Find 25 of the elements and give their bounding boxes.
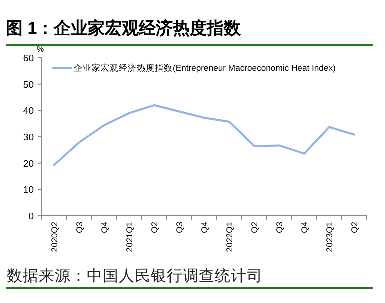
x-tick-label: Q3 [174,222,184,234]
x-tick-label: Q4 [299,222,310,234]
x-tick-label: 2022Q1 [224,222,234,252]
line-series [54,104,356,166]
y-tick-label: 40 [23,106,34,118]
x-tick-label: Q2 [249,222,260,234]
chart-title: 图 1：企业家宏观经济热度指数 [6,19,242,38]
y-tick-label: 10 [23,185,34,196]
x-tick-label: 2020Q2 [49,222,60,252]
y-tick-label: 60 [23,54,34,64]
x-tick-label: Q4 [199,222,210,234]
x-tick-label: Q4 [99,222,110,234]
y-tick-label: 20 [23,158,34,170]
legend-label: 企业家宏观经济热度指数(Entrepreneur Macroeconomic Heat Index) [74,63,336,73]
x-tick-label: Q3 [74,222,84,234]
x-tick-label: Q2 [349,222,360,234]
y-tick-label: 0 [28,212,34,222]
y-tick-label: 50 [23,80,34,91]
y-axis-title: % [37,45,44,54]
x-tick-label: Q2 [149,222,160,234]
source-note: 数据来源：中国人民银行调查统计司 [7,267,263,285]
y-tick-label: 30 [23,132,34,144]
x-tick-label: 2023Q1 [324,222,334,252]
x-tick-label: 2021Q1 [124,222,134,252]
x-tick-label: Q3 [274,222,284,234]
